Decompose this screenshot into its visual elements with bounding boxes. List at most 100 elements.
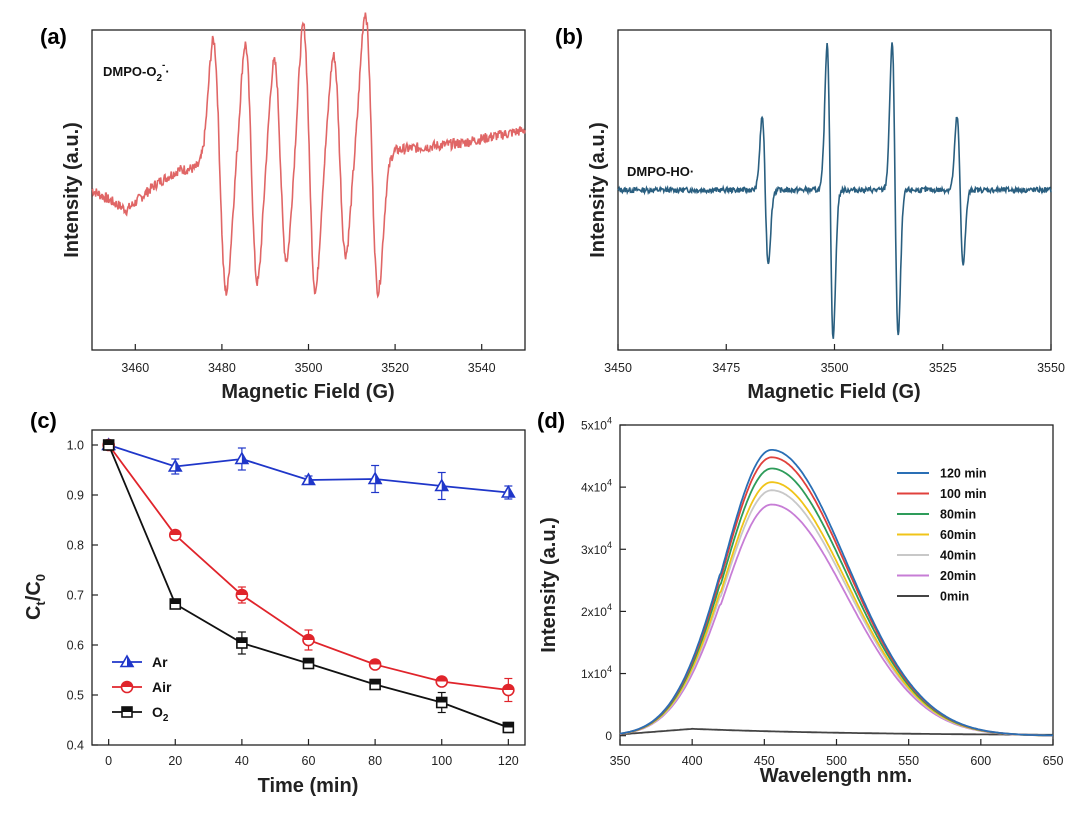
chart-c-point-fill — [236, 638, 247, 643]
chart-c-legend-label: O2 — [152, 704, 169, 724]
chart-d-ytick-label-main: 5x10 — [581, 419, 607, 433]
chart-d-ytick-label-main: 1x10 — [581, 667, 607, 681]
chart-b-xlabel: Magnetic Field (G) — [747, 381, 920, 403]
chart-c-ytick-label: 0.8 — [67, 539, 84, 553]
chart-d-legend-label: 40min — [940, 549, 976, 563]
chart-c-legend-label: Air — [152, 679, 172, 695]
chart-d-ytick-label: 0 — [605, 729, 612, 743]
chart-d-ytick-label-main: 4x10 — [581, 481, 607, 495]
chart-d-series-line — [619, 489, 1054, 737]
chart-c-legend-label-main: Ar — [152, 654, 168, 670]
chart-b-series-line — [617, 42, 1052, 339]
chart-d-ytick-label-sup: 4 — [607, 416, 612, 426]
chart-c-ytick-label: 0.5 — [67, 689, 84, 703]
chart-c-xtick-label: 80 — [368, 754, 382, 768]
chart-d-ytick-label-main: 0 — [605, 729, 612, 743]
chart-c-legend-label-main: O — [152, 704, 163, 720]
chart-b-ylabel: Intensity (a.u.) — [587, 122, 609, 258]
chart-b-x-ticks: 3450 3475 3500 3525 3550 — [604, 344, 1065, 375]
chart-d-xtick-label: 450 — [754, 754, 775, 768]
chart-b-epr-hydroxyl: 3450 3475 3500 3525 3550 DMPO-HO· Magnetic F… — [587, 29, 1065, 403]
chart-d-ytick-label: 5x104 — [581, 416, 612, 433]
chart-c-point-fill — [241, 453, 248, 464]
chart-d-ytick-label-sup: 4 — [607, 602, 612, 612]
chart-c-point-fill — [175, 460, 182, 471]
chart-c-ytick-label: 1.0 — [67, 439, 84, 453]
chart-c-point-fill — [103, 440, 114, 445]
panel-tag-d: (d) — [537, 408, 565, 433]
chart-c-point-fill — [370, 679, 381, 685]
chart-a-xtick-label: 3540 — [468, 361, 496, 375]
chart-b-xtick-label: 3475 — [712, 361, 740, 375]
chart-d-ytick-label-main: 3x10 — [581, 543, 607, 557]
chart-c-ylabel-main: C — [23, 606, 45, 620]
chart-c-point-fill — [436, 676, 448, 682]
chart-c-point-fill — [375, 473, 382, 484]
chart-c-legend: Ar Air O2 — [112, 654, 172, 724]
chart-c-xtick-label: 60 — [302, 754, 316, 768]
chart-c-xtick-label: 120 — [498, 754, 519, 768]
chart-d-ytick-label: 1x104 — [581, 664, 612, 681]
chart-c-ytick-label: 0.7 — [67, 589, 84, 603]
chart-a-xtick-label: 3480 — [208, 361, 236, 375]
chart-c-xtick-label: 20 — [168, 754, 182, 768]
chart-d-legend: 120 min 100 min 80min 60min 40min 20min 0min — [897, 467, 987, 604]
chart-b-xtick-label: 3500 — [821, 361, 849, 375]
chart-d-xtick-label: 550 — [898, 754, 919, 768]
chart-c-legend-label: Ar — [152, 654, 168, 670]
chart-d-legend-label: 120 min — [940, 467, 987, 481]
chart-c-xtick-label: 0 — [105, 754, 112, 768]
chart-a-xtick-label: 3520 — [381, 361, 409, 375]
chart-a-x-ticks: 3460 3480 3500 3520 3540 — [121, 344, 496, 375]
chart-d-legend-label: 80min — [940, 508, 976, 522]
panel-tag-b: (b) — [555, 24, 583, 49]
chart-d-ticks: 350 400 450 500 550 600 65001x1042x1043x1044x1… — [581, 416, 1064, 769]
chart-a-epr-superoxide: 3460 3480 3500 3520 3540 DMPO-O2-· Magnetic … — [61, 12, 526, 403]
chart-c-point-fill — [303, 634, 314, 640]
chart-c-ylabel-sub1: t — [33, 601, 48, 606]
chart-a-ylabel: Intensity (a.u.) — [61, 122, 83, 258]
chart-c-xlabel: Time (min) — [258, 775, 359, 797]
panel-tag-a: (a) — [40, 24, 67, 49]
chart-d-xlabel: Wavelength nm. — [760, 765, 913, 787]
chart-c-point-fill — [308, 474, 315, 485]
chart-c-series-line — [108, 444, 509, 494]
chart-d-legend-label: 60min — [940, 528, 976, 542]
panel-tag-c: (c) — [30, 408, 57, 433]
chart-c-ticks: 0 20 40 60 80 100 120 0.4 0.5 0.6 0.7 0.8 0.9 1.0 — [67, 439, 519, 769]
chart-c-point-fill — [236, 589, 248, 595]
chart-c-point-fill — [441, 480, 448, 491]
chart-d-series-line — [619, 449, 1053, 737]
chart-c-ylabel: Ct/C0 — [23, 574, 48, 620]
chart-d-ytick-label: 4x104 — [581, 478, 612, 495]
chart-c-point-fill — [436, 697, 447, 703]
chart-c-point-fill — [369, 659, 381, 665]
chart-d-legend-label: 20min — [940, 569, 976, 583]
chart-a-annotation: DMPO-O2-· — [103, 60, 170, 84]
chart-b-annotation: DMPO-HO· — [627, 164, 694, 179]
chart-c-point-fill — [303, 658, 314, 664]
chart-d-legend-label: 100 min — [940, 487, 987, 501]
chart-a-xtick-label: 3500 — [295, 361, 323, 375]
chart-c-legend-marker-fill — [121, 681, 133, 687]
chart-d-ytick-label-sup: 4 — [607, 478, 612, 488]
chart-d-ytick-label-sup: 4 — [607, 540, 612, 550]
chart-c-point-fill — [502, 684, 514, 690]
chart-d-series-line — [619, 481, 1054, 737]
chart-c-ylabel-sub2: 0 — [33, 574, 48, 581]
chart-c-ylabel-mid: /C — [23, 581, 45, 601]
chart-d-ytick-label-main: 2x10 — [581, 605, 607, 619]
chart-c-point-fill — [508, 486, 515, 497]
chart-a-anno-sub: 2 — [156, 73, 162, 84]
chart-c-legend-label-sub: 2 — [163, 713, 169, 724]
chart-d-xtick-label: 500 — [826, 754, 847, 768]
chart-d-ytick-label: 3x104 — [581, 540, 612, 557]
chart-c-ytick-label: 0.6 — [67, 639, 84, 653]
chart-c-series-ar — [101, 437, 516, 501]
chart-a-anno-sup: - — [162, 60, 165, 71]
chart-c-legend-marker-fill — [122, 707, 132, 712]
chart-c-legend-label-main: Air — [152, 679, 172, 695]
chart-d-xtick-label: 650 — [1043, 754, 1064, 768]
